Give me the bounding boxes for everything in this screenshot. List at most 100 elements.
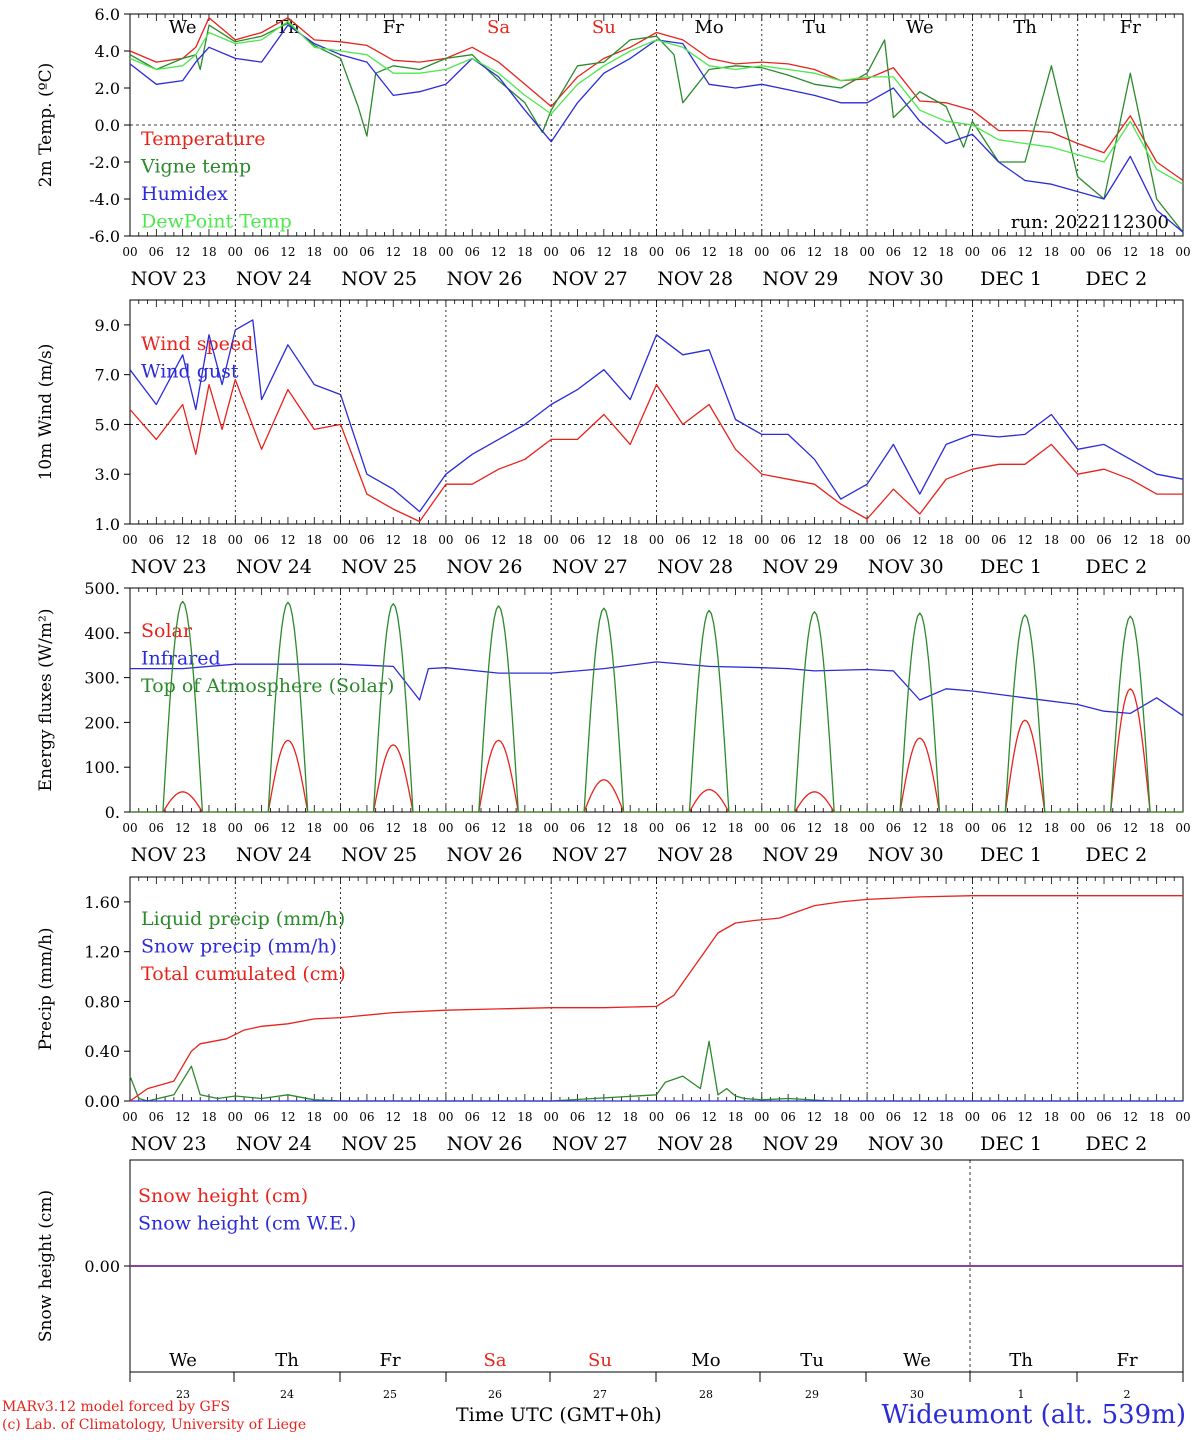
- temp-hour-tick-label: 06: [254, 245, 269, 259]
- wind-hour-tick-label: 06: [886, 533, 901, 547]
- precip-hour-tick-label: 06: [675, 1110, 690, 1124]
- snow-weekday-label: Tu: [800, 1350, 824, 1371]
- wind-series-line: [129, 378, 1183, 523]
- energy-hour-tick-label: 18: [938, 821, 953, 835]
- temp-hour-tick-label: 00: [754, 245, 769, 259]
- energy-legend-entry: Infrared: [141, 648, 221, 670]
- precip-date-label: NOV 23: [131, 1133, 207, 1155]
- energy-hour-tick-label: 00: [228, 821, 243, 835]
- precip-date-label: DEC 2: [1085, 1133, 1147, 1155]
- wind-hour-tick-label: 00: [228, 533, 243, 547]
- snow-weekday-label: We: [903, 1350, 931, 1371]
- wind-date-label: DEC 2: [1085, 556, 1147, 578]
- temp-hour-tick-label: 12: [280, 245, 295, 259]
- energy-ytick-label: 100.: [84, 758, 120, 777]
- wind-hour-tick-label: 12: [702, 533, 717, 547]
- energy-date-label: NOV 26: [447, 844, 523, 866]
- temp-hour-tick-label: 00: [965, 245, 980, 259]
- energy-hour-tick-label: 06: [359, 821, 374, 835]
- temp-hour-tick-label: 06: [675, 245, 690, 259]
- energy-date-label: NOV 24: [236, 844, 312, 866]
- snow-day-number: 1: [1018, 1388, 1025, 1401]
- temp-weekday-label: Tu: [803, 17, 827, 38]
- temp-ytick-label: 2.0: [95, 79, 120, 98]
- wind-hour-tick-label: 18: [412, 533, 427, 547]
- model-credit-line1: MARv3.12 model forced by GFS: [2, 1399, 231, 1415]
- precip-hour-tick-label: 12: [702, 1110, 717, 1124]
- wind-hour-tick-label: 06: [780, 533, 795, 547]
- wind-ytick-label: 5.0: [95, 415, 120, 434]
- temp-hour-tick-label: 12: [912, 245, 927, 259]
- temp-hour-tick-label: 06: [886, 245, 901, 259]
- precip-hour-tick-label: 06: [780, 1110, 795, 1124]
- precip-hour-tick-label: 18: [517, 1110, 532, 1124]
- temp-hour-tick-label: 06: [780, 245, 795, 259]
- wind-date-label: NOV 29: [763, 556, 839, 578]
- temp-hour-tick-label: 00: [544, 245, 559, 259]
- wind-date-label: NOV 25: [341, 556, 417, 578]
- precip-hour-tick-label: 06: [465, 1110, 480, 1124]
- temp-ytick-label: -6.0: [89, 227, 120, 246]
- temp-series-line: [129, 20, 1184, 185]
- temp-hour-tick-label: 00: [649, 245, 664, 259]
- temp-hour-tick-label: 18: [307, 245, 322, 259]
- snow-weekday-label: Fr: [1116, 1350, 1137, 1371]
- temp-hour-tick-label: 12: [175, 245, 190, 259]
- wind-hour-tick-label: 18: [201, 533, 216, 547]
- snow-day-number: 23: [176, 1388, 190, 1401]
- energy-series-line: [130, 661, 1184, 717]
- energy-hour-tick-label: 06: [149, 821, 164, 835]
- snow-day-number: 25: [383, 1388, 397, 1401]
- precip-hour-tick-label: 12: [807, 1110, 822, 1124]
- energy-hour-tick-label: 18: [833, 821, 848, 835]
- temp-date-label: DEC 1: [980, 268, 1042, 290]
- temp-ytick-label: -2.0: [89, 153, 120, 172]
- temp-hour-tick-label: 00: [122, 245, 137, 259]
- temp-date-label: NOV 26: [447, 268, 523, 290]
- energy-hour-tick-label: 12: [702, 821, 717, 835]
- energy-hour-tick-label: 12: [1123, 821, 1138, 835]
- snow-legend-entry: Snow height (cm W.E.): [138, 1213, 356, 1235]
- temp-weekday-label: Fr: [383, 17, 404, 38]
- temp-hour-tick-label: 18: [201, 245, 216, 259]
- temp-hour-tick-label: 18: [1149, 245, 1164, 259]
- energy-legend-entry: Solar: [141, 620, 193, 642]
- energy-hour-tick-label: 18: [1044, 821, 1059, 835]
- snow-ytick-label: 0.00: [84, 1257, 120, 1276]
- temp-hour-tick-label: 18: [623, 245, 638, 259]
- precip-legend-entry: Total cumulated (cm): [141, 963, 346, 985]
- temp-date-label: NOV 28: [657, 268, 733, 290]
- wind-hour-tick-label: 12: [596, 533, 611, 547]
- temp-hour-tick-label: 12: [702, 245, 717, 259]
- temp-date-label: DEC 2: [1085, 268, 1147, 290]
- energy-hour-tick-label: 12: [596, 821, 611, 835]
- wind-hour-tick-label: 18: [833, 533, 848, 547]
- wind-hour-tick-label: 00: [965, 533, 980, 547]
- temp-legend-entry: Temperature: [141, 128, 265, 150]
- temp-legend-entry: DewPoint Temp: [141, 211, 292, 233]
- wind-date-label: NOV 23: [131, 556, 207, 578]
- temp-hour-tick-label: 00: [333, 245, 348, 259]
- temp-date-label: NOV 25: [341, 268, 417, 290]
- precip-date-label: NOV 30: [868, 1133, 944, 1155]
- precip-date-label: NOV 24: [236, 1133, 312, 1155]
- energy-hour-tick-label: 06: [570, 821, 585, 835]
- run-label: run: 2022112300: [1011, 212, 1169, 233]
- wind-ylabel: 10m Wind (m/s): [36, 344, 56, 481]
- precip-hour-tick-label: 00: [333, 1110, 348, 1124]
- energy-date-label: NOV 29: [763, 844, 839, 866]
- energy-hour-tick-label: 06: [780, 821, 795, 835]
- energy-hour-tick-label: 06: [1096, 821, 1111, 835]
- temp-hour-tick-label: 00: [1070, 245, 1085, 259]
- snow-ylabel: Snow height (cm): [36, 1190, 56, 1342]
- wind-hour-tick-label: 00: [122, 533, 137, 547]
- precip-series-line: [129, 895, 1183, 1102]
- energy-date-label: DEC 1: [980, 844, 1042, 866]
- energy-ytick-label: 200.: [84, 713, 120, 732]
- energy-ylabel: Energy fluxes (W/m²): [36, 609, 56, 792]
- precip-ytick-label: 1.60: [84, 893, 120, 912]
- wind-hour-tick-label: 06: [1096, 533, 1111, 547]
- snow-weekday-label: We: [169, 1350, 197, 1371]
- temp-date-label: NOV 30: [868, 268, 944, 290]
